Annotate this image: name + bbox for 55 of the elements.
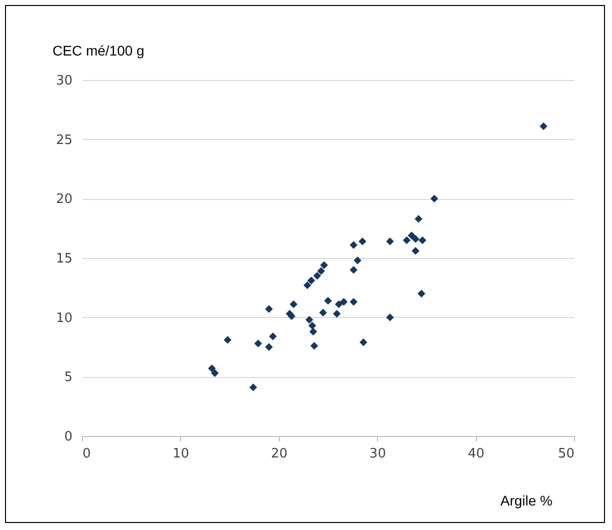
- y-tick-label: 15: [56, 252, 72, 266]
- point: [324, 296, 332, 305]
- x-axis-title: Argile %: [500, 492, 552, 508]
- y-tick-label: 25: [56, 132, 72, 148]
- point: [288, 312, 296, 320]
- point: [354, 256, 362, 264]
- y-axis-title: CEC mé/100 g: [52, 42, 144, 58]
- point: [319, 308, 327, 316]
- point: [320, 261, 328, 269]
- point: [269, 332, 277, 340]
- point: [254, 340, 262, 348]
- point: [224, 336, 232, 344]
- point: [305, 316, 314, 324]
- point: [208, 364, 216, 372]
- point: [303, 281, 312, 290]
- point: [350, 298, 358, 306]
- x-tick-label: 0: [82, 446, 91, 462]
- point: [386, 313, 394, 322]
- point: [317, 267, 325, 275]
- point: [340, 298, 348, 306]
- x-tick-label: 30: [369, 446, 386, 462]
- point: [430, 194, 438, 203]
- point: [310, 342, 318, 350]
- point: [313, 272, 322, 280]
- point: [414, 214, 422, 223]
- point: [418, 290, 426, 298]
- point: [265, 343, 273, 351]
- point: [332, 310, 341, 318]
- y-tick-label: 0: [64, 430, 72, 444]
- x-tick-label: 20: [271, 446, 288, 462]
- point: [358, 238, 366, 246]
- point: [408, 232, 416, 240]
- point: [249, 383, 258, 392]
- y-tick-label: 20: [56, 192, 72, 208]
- x-tick-label: 50: [558, 446, 574, 462]
- point: [265, 305, 273, 313]
- point: [350, 266, 358, 274]
- y-tick-label: 10: [56, 310, 72, 326]
- x-tick-label: 40: [468, 446, 484, 462]
- y-tick-label: 5: [64, 370, 72, 386]
- point: [412, 247, 420, 255]
- point: [307, 276, 316, 284]
- point: [402, 236, 411, 244]
- point: [334, 300, 343, 308]
- point: [418, 236, 426, 244]
- point: [350, 241, 358, 249]
- point: [210, 369, 219, 377]
- point: [540, 122, 548, 130]
- point: [309, 328, 318, 336]
- point: [290, 300, 298, 308]
- y-tick-label: 30: [56, 74, 72, 88]
- x-tick-label: 10: [172, 446, 190, 462]
- point: [412, 235, 420, 243]
- point: [386, 238, 394, 246]
- point: [360, 338, 368, 346]
